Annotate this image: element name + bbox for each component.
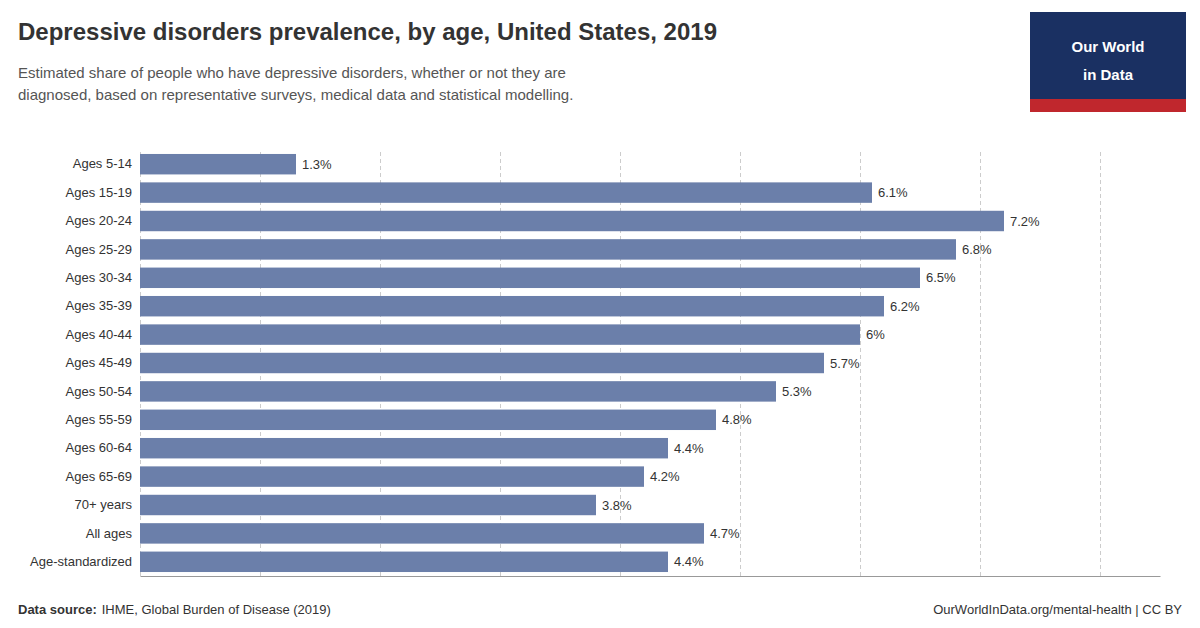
y-tick: Ages 20-24 [66,213,133,228]
data-label: 6.5% [926,270,956,285]
bar [140,438,668,458]
bar [140,296,884,316]
y-tick-label: Ages 45-49 [66,355,133,370]
y-tick-label: 70+ years [75,497,133,512]
y-tick-label: All ages [86,526,133,541]
y-tick: Ages 40-44 [66,327,133,342]
data-label: 5.7% [830,356,860,371]
logo-text: Our World [1071,38,1144,55]
logo-box [1030,12,1186,112]
y-tick: 70+ years [75,497,133,512]
data-label: 4.4% [674,441,704,456]
y-tick: Ages 55-59 [66,412,133,427]
y-tick-label: Ages 5-14 [73,156,132,171]
x-tick [1100,150,1101,576]
y-axis: Ages 5-14 Ages 15-19 Ages 20-24 Ages 25-29 A… [30,156,132,569]
y-tick: Ages 50-54 [66,384,133,399]
y-tick-label: Ages 55-59 [66,412,133,427]
bar [140,182,872,202]
data-label: 6% [866,327,885,342]
y-tick-label: Ages 40-44 [66,327,133,342]
bar [140,523,704,543]
data-label: 6.1% [878,185,908,200]
y-tick: Ages 15-19 [66,185,133,200]
data-label: 6.2% [890,299,920,314]
bar [140,324,860,344]
x-axis-line [141,576,1161,577]
y-tick: Ages 60-64 [66,440,133,455]
subtitle: Estimated share of people who have depre… [18,64,573,103]
y-tick: Ages 25-29 [66,242,133,257]
y-tick-label: Ages 15-19 [66,185,133,200]
title: Depressive disorders prevalence, by age,… [18,18,717,45]
y-tick: All ages [86,526,133,541]
data-labels: 1.3% 6.1% 7.2% 6.8% 6.5% 6.2% 6% 5.7% 5.3% 4.8% 4.… [302,157,1040,570]
footer-source: IHME, Global Burden of Disease (2019) [102,602,331,617]
data-label: 5.3% [782,384,812,399]
data-label: 1.3% [302,157,332,172]
y-tick-label: Ages 30-34 [66,270,133,285]
y-tick-label: Ages 60-64 [66,440,133,455]
data-label: 4.8% [722,412,752,427]
bars [140,154,1004,572]
bar [140,466,644,486]
bar [140,154,296,174]
data-label: 4.7% [710,526,740,541]
y-tick: Ages 5-14 [73,156,132,171]
y-tick-label: Ages 35-39 [66,298,133,313]
footer-credit: OurWorldInData.org/mental-health | CC BY [933,602,1182,617]
y-tick: Age-standardized [30,554,132,569]
data-label: 6.8% [962,242,992,257]
plot: Ages 5-14 Ages 15-19 Ages 20-24 Ages 25-29 A… [30,150,1160,577]
data-label: 3.8% [602,498,632,513]
data-label: 4.4% [674,554,704,569]
bar [140,381,776,401]
bar [140,211,1004,231]
bar [140,239,956,259]
x-axis [141,150,1161,577]
y-tick-label: Ages 20-24 [66,213,133,228]
chart: Depressive disorders prevalence, by age,… [0,0,1200,628]
y-tick-label: Ages 25-29 [66,242,133,257]
bar [140,495,596,515]
y-tick: Ages 35-39 [66,298,133,313]
data-label: 7.2% [1010,214,1040,229]
logo: Our World in Data [1030,12,1186,112]
bar [140,552,668,572]
footer-source-label: Data source: [18,602,97,617]
y-tick: Ages 45-49 [66,355,133,370]
bar [140,353,824,373]
y-tick-label: Ages 50-54 [66,384,133,399]
y-tick-label: Ages 65-69 [66,469,133,484]
bar [140,410,716,430]
bar [140,268,920,288]
y-tick: Ages 30-34 [66,270,133,285]
y-tick: Ages 65-69 [66,469,133,484]
logo-bar [1030,99,1186,112]
y-tick-label: Age-standardized [30,554,132,569]
grid-line [1100,150,1101,576]
data-label: 4.2% [650,469,680,484]
logo-text: in Data [1083,66,1134,83]
